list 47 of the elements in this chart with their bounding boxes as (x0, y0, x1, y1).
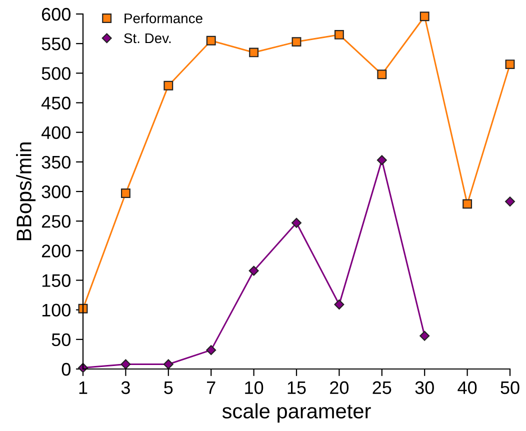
x-tick-label: 50 (500, 381, 520, 394)
point (334, 300, 344, 310)
x-tick-label: 40 (458, 381, 477, 394)
legend-label: St. Dev. (124, 33, 171, 44)
x-axis-title: scale parameter (222, 403, 371, 423)
x-tick-label: 25 (372, 381, 392, 394)
y-tick-label: 50 (52, 333, 70, 346)
y-tick-label: 250 (42, 215, 70, 228)
x-tick-label: 1 (79, 381, 88, 394)
point (334, 30, 344, 40)
y-tick-label: 600 (42, 8, 70, 21)
x-tick-label: 10 (245, 381, 264, 394)
point (505, 196, 515, 207)
point (206, 345, 216, 356)
point (420, 12, 430, 22)
y-tick-label: 400 (41, 126, 70, 140)
y-tick-label: 350 (42, 156, 70, 169)
point (206, 36, 216, 46)
y-tick-label: 200 (42, 244, 70, 258)
y-tick-label: 300 (42, 185, 70, 198)
y-tick-label: 100 (42, 304, 70, 317)
x-tick-label: 7 (207, 381, 216, 394)
point (292, 37, 302, 47)
y-tick-label: 450 (41, 96, 70, 110)
point (249, 48, 259, 58)
y-tick-label: 500 (42, 67, 70, 80)
y-tick-label: 150 (42, 274, 70, 287)
x-tick-label: 15 (288, 381, 306, 394)
legend-label: Performance (124, 13, 202, 24)
point (120, 359, 131, 370)
point (292, 218, 302, 228)
point (164, 80, 174, 90)
x-tick-label: 20 (330, 381, 349, 394)
y-tick-label: 0 (62, 362, 70, 376)
point (248, 266, 259, 276)
point (505, 60, 515, 70)
point (462, 199, 472, 209)
point (120, 188, 130, 198)
x-tick-label: 30 (415, 381, 434, 394)
x-tick-label: 3 (121, 381, 130, 394)
point (376, 155, 387, 166)
point (420, 330, 430, 341)
x-tick-label: 5 (164, 381, 173, 394)
point (377, 70, 387, 80)
point (163, 359, 174, 370)
y-axis-title: BBops/min (16, 142, 36, 240)
y-tick-label: 550 (42, 38, 70, 50)
